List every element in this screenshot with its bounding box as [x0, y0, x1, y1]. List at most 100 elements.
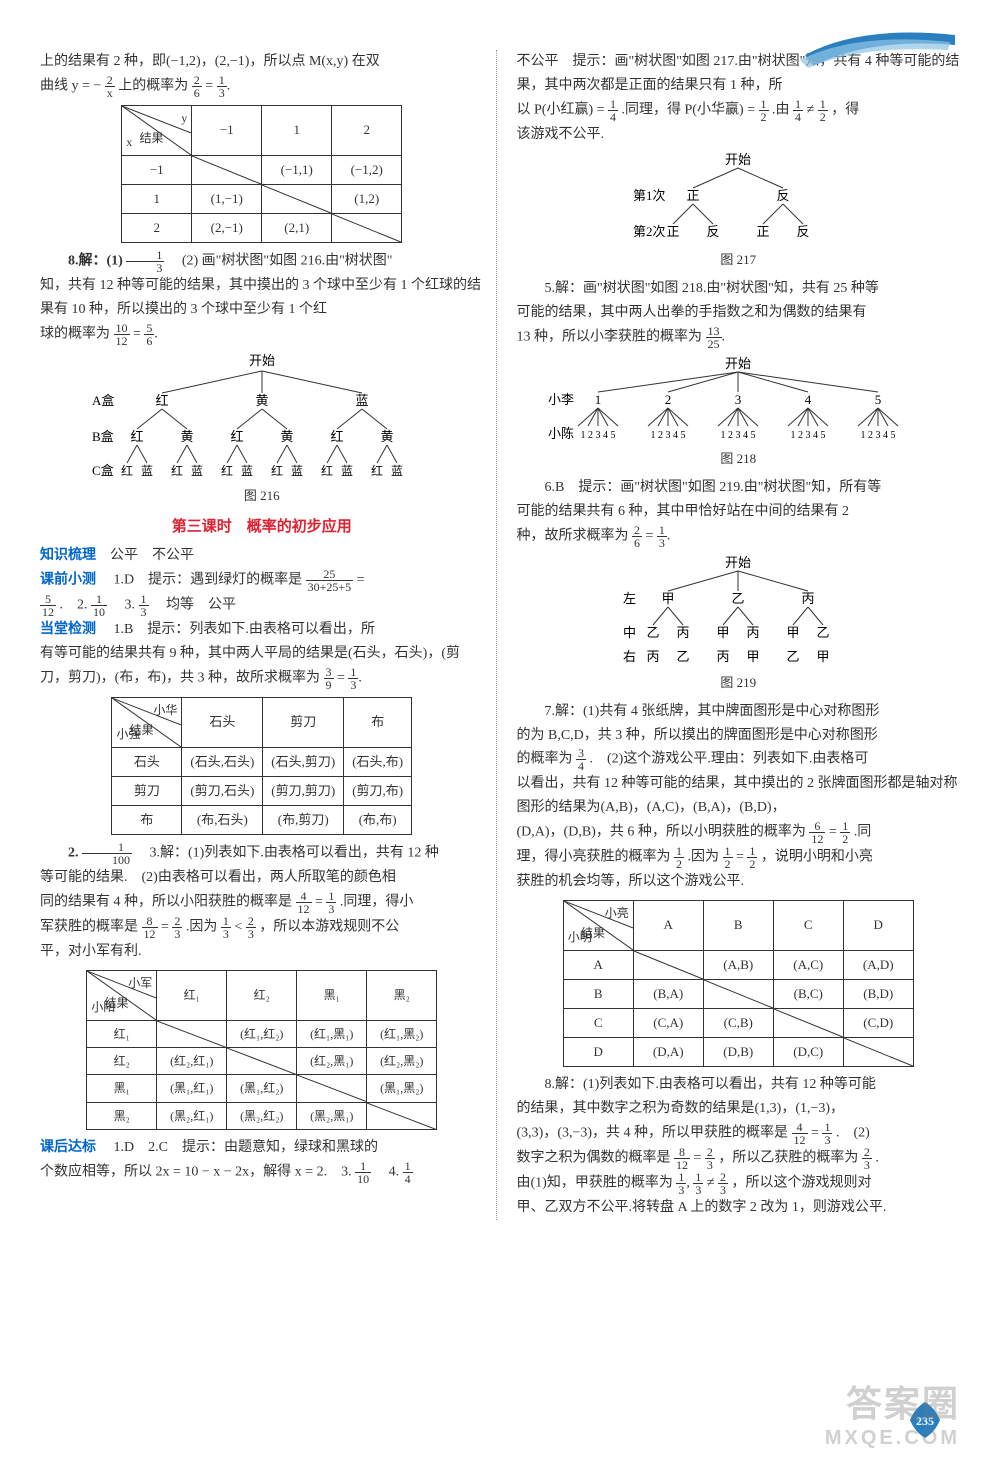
svg-text:蓝: 蓝 — [341, 464, 353, 478]
svg-text:反: 反 — [777, 188, 790, 203]
svg-text:红: 红 — [121, 463, 133, 478]
header-swoosh-icon — [800, 20, 960, 70]
watermark-line2: MXQE.COM — [825, 1427, 960, 1450]
svg-text:红: 红 — [155, 393, 168, 408]
svg-text:乙: 乙 — [817, 625, 830, 640]
svg-text:4: 4 — [805, 392, 812, 407]
svg-text:蓝: 蓝 — [241, 464, 253, 478]
svg-text:开始: 开始 — [249, 353, 275, 368]
svg-text:红: 红 — [321, 463, 333, 478]
svg-text:红: 红 — [221, 463, 233, 478]
svg-text:丙: 丙 — [647, 649, 660, 664]
section-title: 第三课时 概率的初步应用 — [40, 515, 484, 541]
text: 球的概率为 — [40, 326, 114, 341]
svg-text:蓝: 蓝 — [391, 464, 403, 478]
svg-text:蓝: 蓝 — [355, 393, 368, 408]
svg-text:正: 正 — [687, 188, 700, 203]
svg-text:1 2 3 4 5: 1 2 3 4 5 — [861, 430, 896, 441]
svg-text:C盒: C盒 — [92, 463, 114, 478]
svg-text:丙: 丙 — [677, 625, 690, 640]
fraction: 39 — [324, 666, 334, 691]
svg-text:乙: 乙 — [677, 649, 690, 664]
svg-text:乙: 乙 — [787, 649, 800, 664]
tree-216: 开始 A盒 红黄蓝 B盒 红黄 红黄 红黄 C盒 红蓝 红蓝 红蓝 红蓝 — [40, 353, 484, 507]
label-dtjc: 当堂检测 — [40, 622, 96, 637]
label-zhishi: 知识梳理 — [40, 548, 96, 563]
svg-text:红: 红 — [271, 463, 283, 478]
svg-text:B盒: B盒 — [92, 429, 114, 444]
fraction: 13 — [139, 593, 149, 618]
svg-text:3: 3 — [735, 392, 742, 407]
svg-text:乙: 乙 — [647, 625, 660, 640]
svg-text:A盒: A盒 — [92, 393, 114, 408]
table-xy: y 结果 x −112 −1(−1,1)(−1,2) 1(1,−1)(1,2) … — [121, 105, 402, 243]
svg-text:开始: 开始 — [725, 356, 751, 371]
svg-text:左: 左 — [623, 591, 636, 606]
fraction: 2x — [105, 74, 115, 99]
svg-text:红: 红 — [371, 463, 383, 478]
text: (2) 画"树状图"如图 216.由"树状图" — [168, 254, 393, 269]
fraction: 26 — [192, 74, 202, 99]
svg-text:甲: 甲 — [817, 649, 830, 664]
svg-text:小李: 小李 — [548, 392, 574, 407]
fraction: 1100 — [82, 841, 132, 866]
label-khdb: 课后达标 — [40, 1140, 96, 1155]
svg-text:2: 2 — [665, 392, 672, 407]
svg-text:蓝: 蓝 — [141, 464, 153, 478]
fraction: 110 — [91, 593, 107, 618]
svg-text:甲: 甲 — [787, 625, 800, 640]
fraction: 13 — [348, 666, 358, 691]
table-pens: 小军结果小阳 红₁红₂黑₁黑₂ 红₁(红₁,红₂)(红₁,黑₁)(红₁,黑₂) … — [86, 970, 437, 1131]
svg-text:反: 反 — [707, 224, 720, 239]
svg-text:红: 红 — [130, 429, 143, 444]
svg-text:乙: 乙 — [732, 591, 745, 606]
svg-text:甲: 甲 — [717, 625, 730, 640]
svg-text:黄: 黄 — [380, 429, 393, 444]
svg-text:5: 5 — [875, 392, 882, 407]
label-kqxc: 课前小测 — [40, 573, 96, 588]
text: 上的结果有 2 种，即(−1,2)，(2,−1)，所以点 M(x,y) 在双 — [40, 54, 380, 69]
table-rps: 小华结果小强 石头剪刀布 石头(石头,石头)(石头,剪刀)(石头,布) 剪刀(剪… — [111, 697, 412, 835]
svg-text:中: 中 — [623, 625, 636, 640]
fraction: 512 — [40, 593, 56, 618]
fraction: 2530+25+5 — [306, 568, 354, 593]
tree-219: 开始 左 甲乙丙 中 乙丙 甲丙 甲乙 右 丙乙 丙甲 乙甲 图 219 — [517, 555, 961, 694]
svg-text:第2次: 第2次 — [633, 224, 666, 239]
fraction: 1012 — [114, 322, 130, 347]
svg-text:正: 正 — [757, 224, 770, 239]
svg-text:1: 1 — [595, 392, 602, 407]
watermark: 答案圈 MXQE.COM — [825, 1375, 960, 1450]
svg-text:1 2 3 4 5: 1 2 3 4 5 — [721, 430, 756, 441]
svg-text:开始: 开始 — [725, 152, 751, 167]
svg-text:红: 红 — [330, 429, 343, 444]
svg-text:黄: 黄 — [280, 429, 293, 444]
svg-text:丙: 丙 — [717, 649, 730, 664]
q8-label: 8.解：(1) — [68, 254, 126, 269]
fraction: 13 — [217, 74, 227, 99]
svg-text:1 2 3 4 5: 1 2 3 4 5 — [651, 430, 686, 441]
tree-218: 开始 小李 1 2 3 4 5 小陈 1 2 3 4 5 1 2 3 4 5 1 2 3 4… — [517, 356, 961, 470]
fraction: 13 — [126, 249, 164, 274]
table-abcd: 小亮结果小明 ABCD A(A,B)(A,C)(A,D) B(B,A)(B,C)… — [563, 900, 914, 1067]
svg-text:小陈: 小陈 — [548, 426, 574, 441]
svg-text:开始: 开始 — [725, 555, 751, 570]
svg-text:红: 红 — [171, 463, 183, 478]
watermark-line1: 答案圈 — [825, 1375, 960, 1427]
svg-text:正: 正 — [667, 224, 680, 239]
svg-text:1 2 3 4 5: 1 2 3 4 5 — [791, 430, 826, 441]
svg-text:第1次: 第1次 — [633, 188, 666, 203]
svg-text:甲: 甲 — [662, 591, 675, 606]
text: 曲线 y = − — [40, 79, 101, 94]
tree-217: 开始 第1次 正反 第2次 正反 正反 图 217 — [517, 152, 961, 271]
fraction: 56 — [144, 322, 154, 347]
svg-text:黄: 黄 — [255, 393, 268, 408]
svg-text:反: 反 — [797, 224, 810, 239]
svg-text:右: 右 — [623, 649, 636, 664]
svg-text:红: 红 — [230, 429, 243, 444]
svg-text:1 2 3 4 5: 1 2 3 4 5 — [581, 430, 616, 441]
svg-text:蓝: 蓝 — [191, 464, 203, 478]
left-column: 上的结果有 2 种，即(−1,2)，(2,−1)，所以点 M(x,y) 在双 曲… — [40, 50, 497, 1220]
svg-text:蓝: 蓝 — [291, 464, 303, 478]
text: 上的概率为 — [118, 79, 192, 94]
right-column: 不公平 提示：画"树状图"如图 217.由"树状图"知，共有 4 种等可能的结果… — [517, 50, 961, 1220]
